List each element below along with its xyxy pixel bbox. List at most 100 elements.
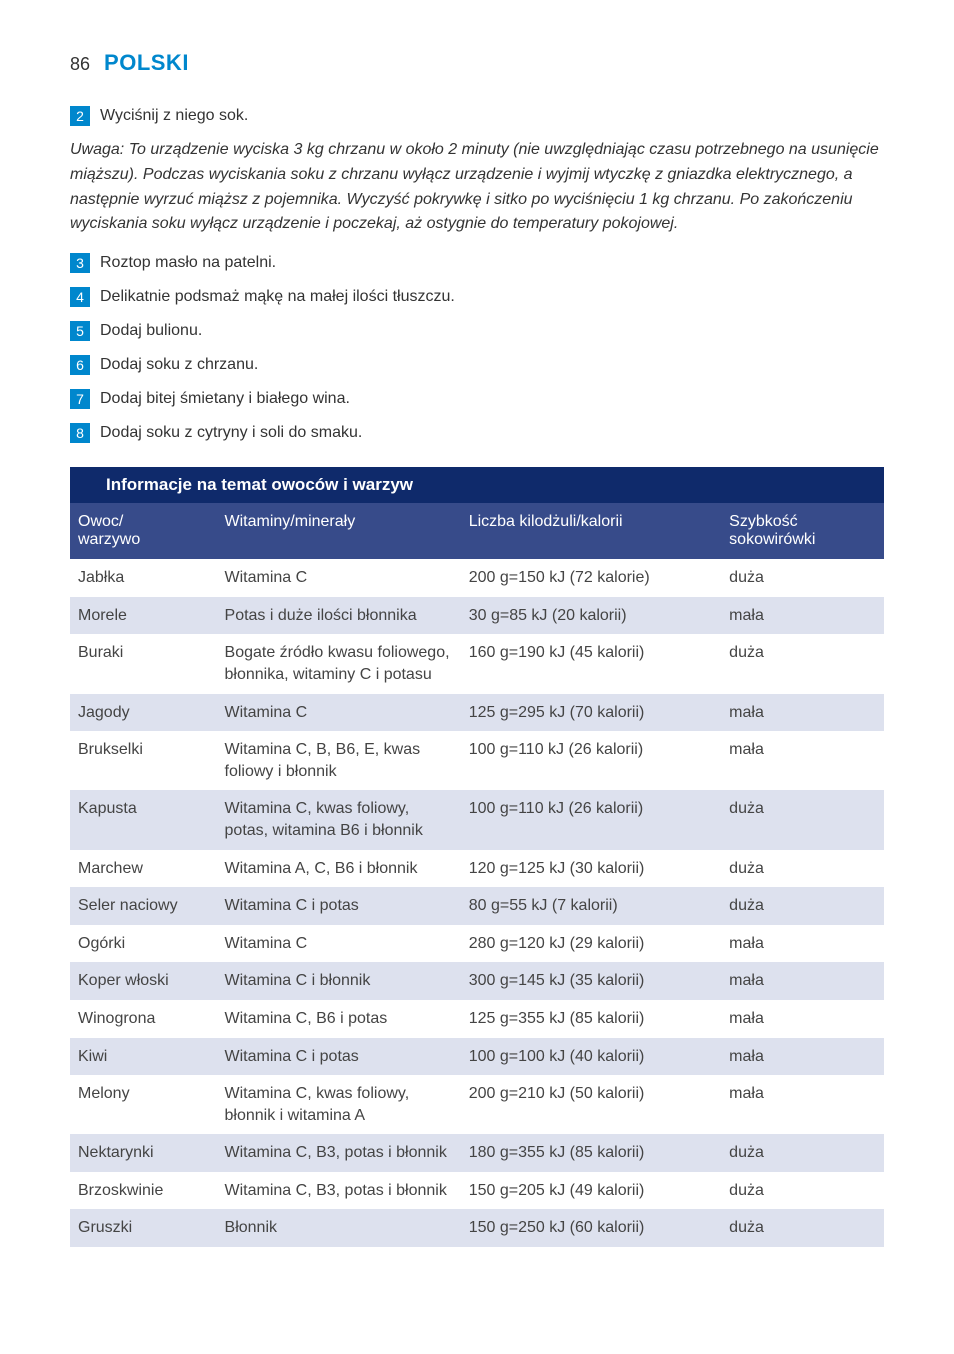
table-column-header: Szybkość sokowirówki bbox=[721, 503, 884, 559]
table-cell: Gruszki bbox=[70, 1209, 217, 1247]
page-number: 86 bbox=[70, 54, 90, 75]
table-row: MelonyWitamina C, kwas foliowy, błonnik … bbox=[70, 1075, 884, 1134]
step-item: 7 Dodaj bitej śmietany i białego wina. bbox=[70, 387, 884, 411]
table-cell: 300 g=145 kJ (35 kalorii) bbox=[461, 962, 721, 1000]
table-cell: 120 g=125 kJ (30 kalorii) bbox=[461, 850, 721, 888]
step-text: Dodaj bitej śmietany i białego wina. bbox=[100, 387, 350, 411]
table-cell: 100 g=100 kJ (40 kalorii) bbox=[461, 1038, 721, 1076]
table-cell: 280 g=120 kJ (29 kalorii) bbox=[461, 925, 721, 963]
step-item: 5Dodaj bulionu. bbox=[70, 319, 884, 343]
table-cell: mała bbox=[721, 962, 884, 1000]
table-cell: mała bbox=[721, 925, 884, 963]
step-text: Dodaj soku z cytryny i soli do smaku. bbox=[100, 421, 362, 445]
table-cell: Brukselki bbox=[70, 731, 217, 790]
table-cell: duża bbox=[721, 559, 884, 597]
section-band: Informacje na temat owoców i warzyw bbox=[70, 467, 884, 503]
table-column-header: Owoc/warzywo bbox=[70, 503, 217, 559]
table-row: BurakiBogate źródło kwasu foliowego, bło… bbox=[70, 634, 884, 693]
table-cell: Koper włoski bbox=[70, 962, 217, 1000]
step-list-a: 2 Wyciśnij z niego sok. bbox=[70, 104, 884, 128]
step-item: 8Dodaj soku z cytryny i soli do smaku. bbox=[70, 421, 884, 445]
table-cell: 160 g=190 kJ (45 kalorii) bbox=[461, 634, 721, 693]
table-cell: Błonnik bbox=[217, 1209, 461, 1247]
table-cell: Witamina C, B, B6, E, kwas foliowy i bło… bbox=[217, 731, 461, 790]
table-row: BrukselkiWitamina C, B, B6, E, kwas foli… bbox=[70, 731, 884, 790]
table-cell: Witamina C, B3, potas i błonnik bbox=[217, 1172, 461, 1210]
step-number-badge: 2 bbox=[70, 106, 90, 126]
table-cell: Winogrona bbox=[70, 1000, 217, 1038]
table-cell: duża bbox=[721, 1209, 884, 1247]
table-cell: Witamina C, kwas foliowy, błonnik i wita… bbox=[217, 1075, 461, 1134]
step-text: Dodaj bulionu. bbox=[100, 319, 202, 343]
step-number-badge: 3 bbox=[70, 253, 90, 273]
table-cell: Morele bbox=[70, 597, 217, 635]
step-number-badge: 6 bbox=[70, 355, 90, 375]
table-cell: Buraki bbox=[70, 634, 217, 693]
table-row: JagodyWitamina C125 g=295 kJ (70 kalorii… bbox=[70, 694, 884, 732]
table-cell: Witamina C, B6 i potas bbox=[217, 1000, 461, 1038]
table-cell: Potas i duże ilości błonnika bbox=[217, 597, 461, 635]
table-cell: duża bbox=[721, 634, 884, 693]
table-cell: duża bbox=[721, 1172, 884, 1210]
step-list-b: 3 Roztop masło na patelni. 4Delikatnie pod… bbox=[70, 251, 884, 445]
table-cell: Kiwi bbox=[70, 1038, 217, 1076]
table-column-header: Witaminy/minerały bbox=[217, 503, 461, 559]
table-cell: mała bbox=[721, 1038, 884, 1076]
table-cell: 150 g=205 kJ (49 kalorii) bbox=[461, 1172, 721, 1210]
table-row: KapustaWitamina C, kwas foliowy, potas, … bbox=[70, 790, 884, 849]
table-cell: 100 g=110 kJ (26 kalorii) bbox=[461, 790, 721, 849]
table-cell: 200 g=210 kJ (50 kalorii) bbox=[461, 1075, 721, 1134]
step-text: Dodaj soku z chrzanu. bbox=[100, 353, 258, 377]
page-header: 86 POLSKI bbox=[70, 50, 884, 76]
table-cell: Witamina C, B3, potas i błonnik bbox=[217, 1134, 461, 1172]
step-item: 6 Dodaj soku z chrzanu. bbox=[70, 353, 884, 377]
table-cell: Bogate źródło kwasu foliowego, błonnika,… bbox=[217, 634, 461, 693]
table-body: JabłkaWitamina C200 g=150 kJ (72 kalorie… bbox=[70, 559, 884, 1247]
nutrition-table: Owoc/warzywoWitaminy/minerałyLiczba kilo… bbox=[70, 503, 884, 1247]
table-row: BrzoskwinieWitamina C, B3, potas i błonn… bbox=[70, 1172, 884, 1210]
step-text: Wyciśnij z niego sok. bbox=[100, 104, 248, 128]
table-cell: Jabłka bbox=[70, 559, 217, 597]
table-row: GruszkiBłonnik150 g=250 kJ (60 kalorii)d… bbox=[70, 1209, 884, 1247]
step-text: Roztop masło na patelni. bbox=[100, 251, 276, 275]
table-cell: 30 g=85 kJ (20 kalorii) bbox=[461, 597, 721, 635]
step-item: 2 Wyciśnij z niego sok. bbox=[70, 104, 884, 128]
table-cell: duża bbox=[721, 790, 884, 849]
step-item: 4Delikatnie podsmaż mąkę na małej ilości… bbox=[70, 285, 884, 309]
table-cell: 100 g=110 kJ (26 kalorii) bbox=[461, 731, 721, 790]
table-row: JabłkaWitamina C200 g=150 kJ (72 kalorie… bbox=[70, 559, 884, 597]
table-cell: 125 g=355 kJ (85 kalorii) bbox=[461, 1000, 721, 1038]
table-cell: 150 g=250 kJ (60 kalorii) bbox=[461, 1209, 721, 1247]
table-row: NektarynkiWitamina C, B3, potas i błonni… bbox=[70, 1134, 884, 1172]
table-cell: mała bbox=[721, 1075, 884, 1134]
table-cell: Witamina C i potas bbox=[217, 1038, 461, 1076]
step-number-badge: 4 bbox=[70, 287, 90, 307]
table-cell: duża bbox=[721, 1134, 884, 1172]
table-cell: mała bbox=[721, 694, 884, 732]
table-cell: 200 g=150 kJ (72 kalorie) bbox=[461, 559, 721, 597]
section-title: POLSKI bbox=[104, 50, 189, 76]
table-cell: Nektarynki bbox=[70, 1134, 217, 1172]
table-cell: Melony bbox=[70, 1075, 217, 1134]
step-number-badge: 7 bbox=[70, 389, 90, 409]
table-cell: Witamina C bbox=[217, 694, 461, 732]
table-cell: Witamina C bbox=[217, 559, 461, 597]
table-row: KiwiWitamina C i potas100 g=100 kJ (40 k… bbox=[70, 1038, 884, 1076]
table-cell: 80 g=55 kJ (7 kalorii) bbox=[461, 887, 721, 925]
table-cell: Seler naciowy bbox=[70, 887, 217, 925]
table-row: MarchewWitamina A, C, B6 i błonnik120 g=… bbox=[70, 850, 884, 888]
table-cell: mała bbox=[721, 597, 884, 635]
table-cell: 180 g=355 kJ (85 kalorii) bbox=[461, 1134, 721, 1172]
table-cell: mała bbox=[721, 1000, 884, 1038]
table-cell: duża bbox=[721, 887, 884, 925]
note-paragraph: Uwaga: To urządzenie wyciska 3 kg chrzan… bbox=[70, 138, 884, 237]
table-cell: Marchew bbox=[70, 850, 217, 888]
table-cell: Witamina C, kwas foliowy, potas, witamin… bbox=[217, 790, 461, 849]
table-cell: Jagody bbox=[70, 694, 217, 732]
table-head: Owoc/warzywoWitaminy/minerałyLiczba kilo… bbox=[70, 503, 884, 559]
table-row: MorelePotas i duże ilości błonnika30 g=8… bbox=[70, 597, 884, 635]
table-cell: 125 g=295 kJ (70 kalorii) bbox=[461, 694, 721, 732]
step-item: 3 Roztop masło na patelni. bbox=[70, 251, 884, 275]
table-cell: mała bbox=[721, 731, 884, 790]
table-cell: Witamina C i potas bbox=[217, 887, 461, 925]
